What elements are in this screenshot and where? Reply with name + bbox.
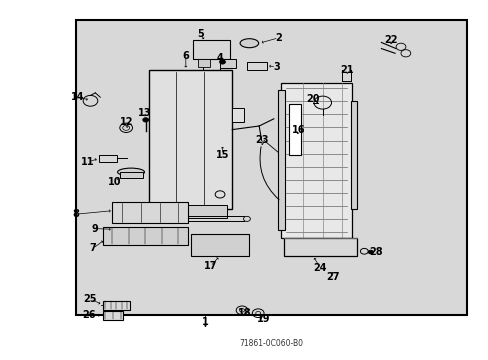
Text: 8: 8 — [72, 209, 79, 219]
Text: 26: 26 — [82, 310, 96, 320]
Text: 1: 1 — [202, 317, 208, 327]
Text: 20: 20 — [305, 94, 319, 104]
Circle shape — [142, 118, 148, 122]
Bar — [288, 104, 300, 155]
Text: 17: 17 — [203, 261, 217, 271]
Bar — [277, 90, 284, 230]
Text: 16: 16 — [291, 125, 305, 135]
Bar — [102, 227, 188, 245]
Text: 21: 21 — [340, 65, 353, 75]
Text: 13: 13 — [137, 108, 151, 118]
Text: 22: 22 — [384, 35, 397, 45]
Bar — [350, 101, 356, 209]
Bar — [154, 205, 227, 218]
Bar — [102, 311, 123, 320]
Text: 18: 18 — [237, 308, 251, 318]
Text: 3: 3 — [272, 62, 279, 72]
Circle shape — [219, 60, 225, 64]
Bar — [149, 70, 232, 209]
Text: 4: 4 — [216, 53, 223, 63]
Text: 23: 23 — [254, 135, 268, 145]
Text: 10: 10 — [108, 177, 122, 187]
Ellipse shape — [240, 39, 258, 48]
Text: 12: 12 — [120, 117, 134, 127]
Text: 25: 25 — [83, 294, 97, 304]
Bar — [283, 238, 356, 256]
Bar — [112, 202, 188, 223]
Text: 5: 5 — [197, 29, 203, 39]
Text: 24: 24 — [313, 263, 326, 273]
Text: 2: 2 — [275, 33, 282, 43]
Text: 15: 15 — [215, 150, 229, 160]
Text: 6: 6 — [182, 51, 189, 61]
Ellipse shape — [118, 168, 144, 176]
Bar — [190, 234, 249, 256]
Bar — [198, 59, 210, 67]
Text: 28: 28 — [369, 247, 383, 257]
Bar — [232, 108, 244, 122]
Text: 7: 7 — [89, 243, 96, 253]
Bar — [76, 20, 466, 315]
Bar — [120, 172, 142, 178]
Text: 27: 27 — [325, 272, 339, 282]
Text: 11: 11 — [81, 157, 95, 167]
Bar — [281, 83, 351, 238]
Bar — [246, 62, 266, 70]
Bar — [220, 59, 235, 68]
Bar — [102, 301, 129, 310]
Text: 9: 9 — [92, 224, 99, 234]
Text: 14: 14 — [70, 92, 84, 102]
Circle shape — [367, 250, 372, 254]
Text: 71861-0C060-B0: 71861-0C060-B0 — [239, 339, 303, 348]
Text: 19: 19 — [257, 314, 270, 324]
Bar — [99, 155, 117, 162]
Bar — [193, 40, 229, 59]
